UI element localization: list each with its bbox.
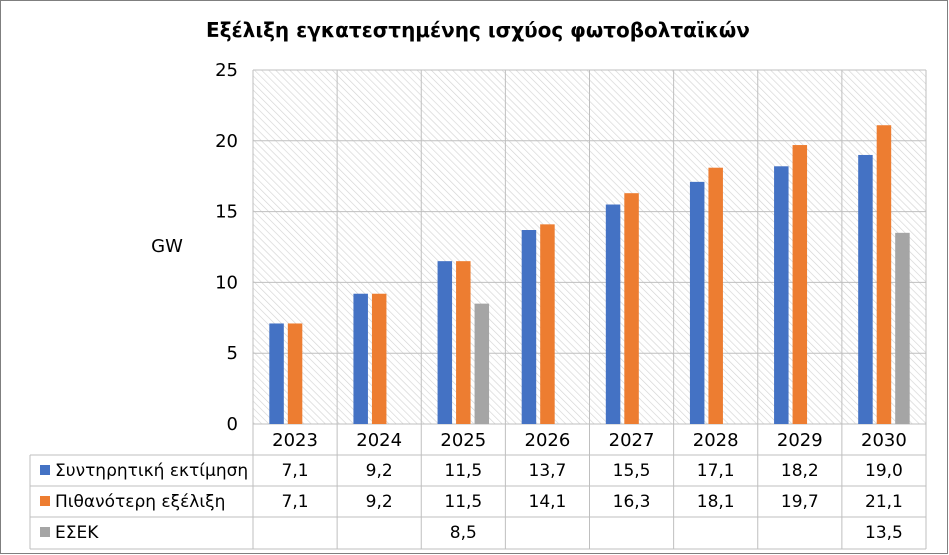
- legend-label: Συντηρητική εκτίμηση: [55, 461, 248, 481]
- legend-swatch: [40, 465, 50, 475]
- data-table: 2023 2024 2025 2026 2027 2028 2029 2030 Συντηρητ…: [29, 430, 926, 550]
- data-label: 7,1: [282, 492, 309, 512]
- bar: [353, 293, 368, 424]
- bar: [456, 261, 471, 424]
- y-tick-label: 10: [215, 272, 238, 293]
- bar: [895, 232, 910, 424]
- y-axis-label: GW: [151, 236, 183, 257]
- data-label: 19,7: [781, 492, 819, 512]
- x-tick-label: 2028: [693, 430, 739, 451]
- x-tick-label: 2023: [272, 430, 318, 451]
- bar: [774, 166, 789, 424]
- bar: [540, 224, 555, 424]
- data-label: 11,5: [444, 461, 482, 481]
- x-tick-label: 2029: [777, 430, 823, 451]
- data-label: 16,3: [613, 492, 651, 512]
- data-label: 14,1: [529, 492, 567, 512]
- bar: [792, 145, 808, 424]
- y-tick-label: 15: [215, 202, 238, 223]
- data-label: 13,7: [529, 461, 567, 481]
- data-label: 18,2: [781, 461, 819, 481]
- data-label: 8,5: [450, 523, 477, 543]
- x-tick-label: 2030: [861, 430, 907, 451]
- bar: [521, 230, 537, 424]
- bars: [269, 125, 910, 425]
- x-tick-label: 2026: [525, 430, 571, 451]
- data-label: 19,0: [865, 461, 903, 481]
- bar: [371, 293, 387, 424]
- x-tick-label: 2027: [609, 430, 655, 451]
- y-axis-ticks: 0 5 10 15 20 25: [215, 60, 238, 435]
- data-label: 17,1: [697, 461, 735, 481]
- bar: [858, 154, 873, 424]
- legend-label: ΕΣΕΚ: [55, 523, 99, 543]
- x-tick-label: 2024: [356, 430, 402, 451]
- bar: [876, 125, 892, 424]
- bar: [624, 193, 639, 424]
- bar: [269, 323, 284, 424]
- y-tick-label: 5: [227, 343, 238, 364]
- bar: [437, 261, 453, 424]
- bar: [605, 204, 621, 424]
- data-label: 9,2: [366, 492, 393, 512]
- data-label: 21,1: [865, 492, 903, 512]
- legend-swatch: [40, 496, 50, 506]
- x-tick-label: 2025: [440, 430, 486, 451]
- data-label: 7,1: [282, 461, 309, 481]
- data-label: 18,1: [697, 492, 735, 512]
- legend-swatch: [40, 527, 50, 537]
- data-label: 13,5: [865, 523, 903, 543]
- gridlines: [252, 69, 927, 549]
- legend-label: Πιθανότερη εξέλιξη: [55, 492, 225, 512]
- bar: [287, 323, 303, 424]
- bar: [474, 303, 490, 424]
- chart-title: Εξέλιξη εγκατεστημένης ισχύος φωτοβολταϊ…: [206, 18, 750, 42]
- bar: [689, 181, 705, 424]
- y-tick-label: 0: [227, 414, 238, 435]
- y-tick-label: 25: [215, 60, 238, 81]
- y-tick-label: 20: [215, 131, 238, 152]
- data-label: 11,5: [444, 492, 482, 512]
- data-label: 15,5: [613, 461, 651, 481]
- data-label: 9,2: [366, 461, 393, 481]
- bar: [708, 167, 723, 425]
